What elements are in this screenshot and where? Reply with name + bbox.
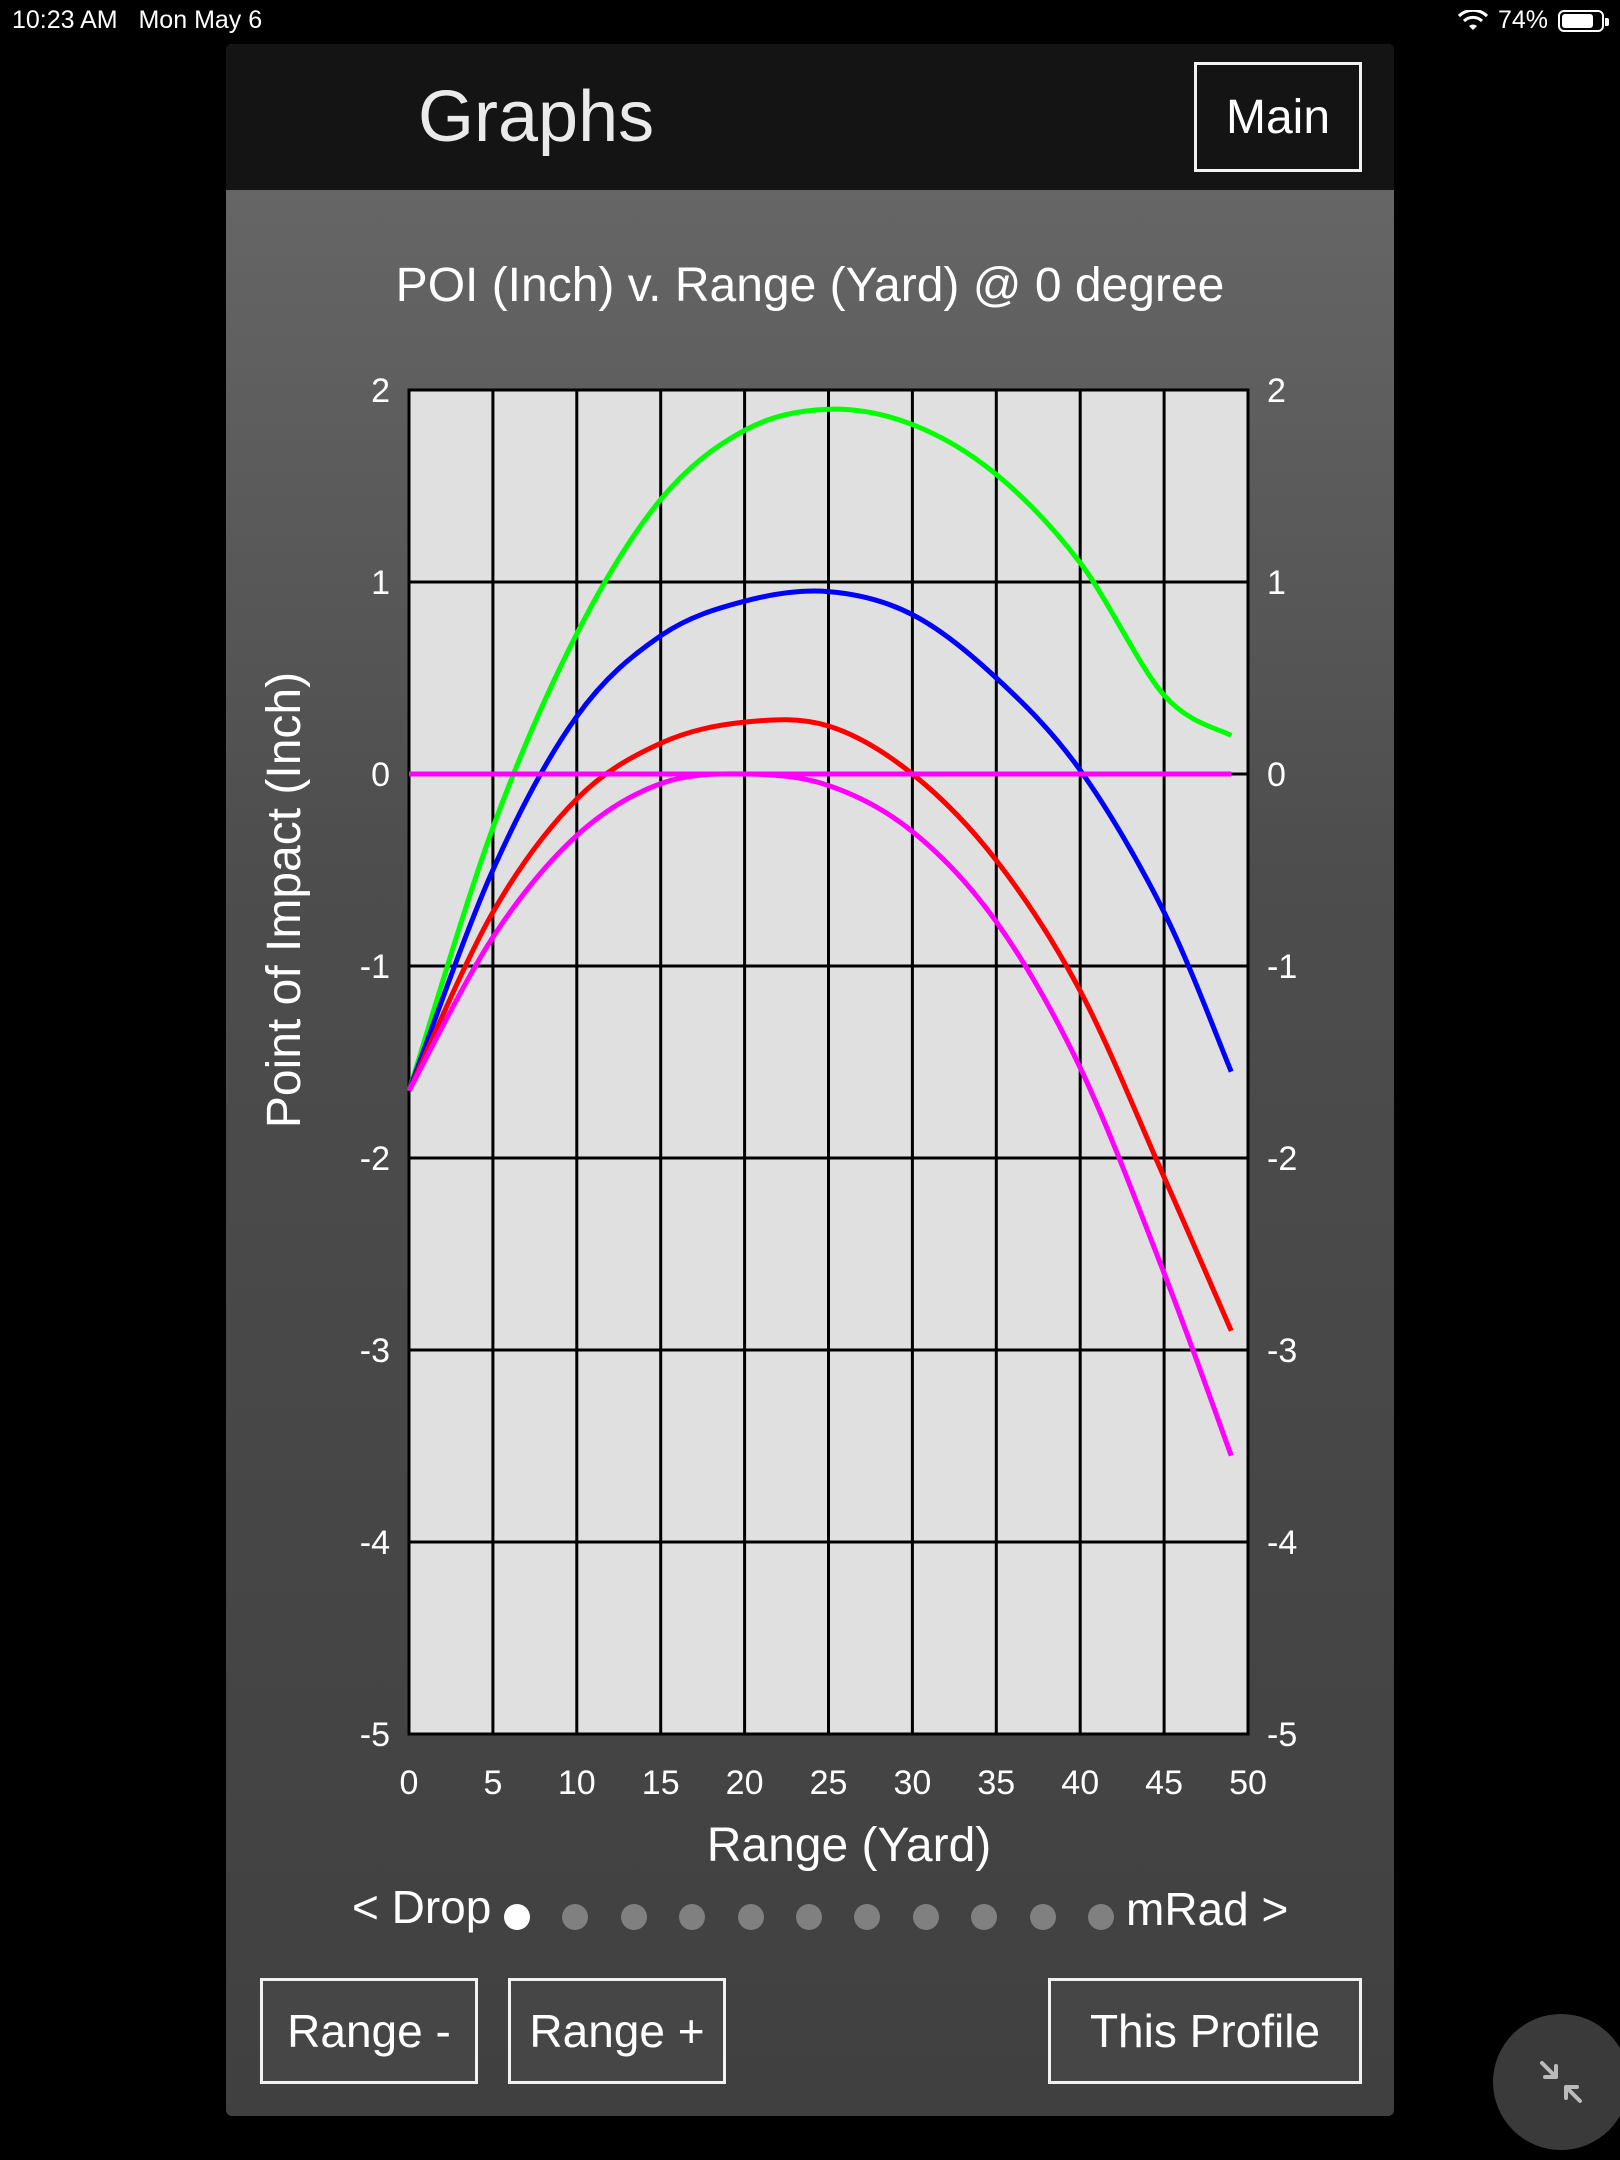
series-line <box>406 406 1233 1092</box>
range-plus-button[interactable]: Range + <box>508 1978 726 2084</box>
page-indicator: < Drop mRad > <box>226 1880 1394 1940</box>
y-axis-label: Point of Impact (Inch) <box>258 672 311 1128</box>
x-tick-label: 50 <box>1229 1764 1267 1802</box>
y-tick-label-right: -5 <box>1267 1716 1297 1754</box>
y-tick-label-left: 0 <box>371 756 390 794</box>
y-tick-label-left: 2 <box>371 372 390 410</box>
y-tick-label-left: 1 <box>371 564 390 602</box>
collapse-button[interactable] <box>1493 2014 1620 2150</box>
x-tick-label: 0 <box>400 1764 419 1802</box>
y-tick-label-right: -2 <box>1267 1140 1297 1178</box>
header-bar: Graphs Main <box>226 44 1394 190</box>
x-tick-label: 5 <box>483 1764 502 1802</box>
y-tick-label-left: -2 <box>360 1140 390 1178</box>
wifi-icon <box>1457 9 1488 30</box>
battery-icon <box>1558 9 1609 32</box>
y-tick-label-right: -3 <box>1267 1332 1297 1370</box>
status-date: Mon May 6 <box>138 6 263 34</box>
x-tick-label: 25 <box>810 1764 848 1802</box>
page-dot[interactable] <box>620 1904 647 1930</box>
y-tick-label-left: -1 <box>360 948 390 986</box>
x-tick-label: 45 <box>1145 1764 1183 1802</box>
page-dot[interactable] <box>562 1904 589 1930</box>
graphs-panel: Graphs Main POI (Inch) v. Range (Yard) @… <box>226 44 1394 2116</box>
page-dot[interactable] <box>679 1904 706 1930</box>
page-title: Graphs <box>418 77 655 157</box>
series-line <box>406 771 1234 1457</box>
main-button[interactable]: Main <box>1194 62 1362 172</box>
y-tick-label-left: -3 <box>360 1332 390 1370</box>
x-tick-label: 30 <box>893 1764 931 1802</box>
poi-range-chart: 0 5 10 15 20 25 30 35 40 45 50210-1-2-3-4-5210-1-2… <box>258 372 1297 1872</box>
y-tick-label-right: 1 <box>1267 564 1286 602</box>
x-tick-label: 15 <box>642 1764 680 1802</box>
x-tick-label: 35 <box>977 1764 1015 1802</box>
page-dot[interactable] <box>796 1904 822 1930</box>
page-dot[interactable] <box>912 1904 939 1930</box>
y-tick-label-left: -4 <box>360 1524 390 1562</box>
y-tick-label-right: 0 <box>1267 756 1286 794</box>
collapse-arrows-icon <box>1540 2061 1582 2103</box>
x-tick-label: 40 <box>1061 1764 1099 1802</box>
chart-title: POI (Inch) v. Range (Yard) @ 0 degree <box>395 259 1225 312</box>
prev-page-label[interactable]: < Drop <box>352 1881 492 1933</box>
y-tick-label-right: 2 <box>1267 372 1286 410</box>
page-dot[interactable] <box>971 1904 998 1930</box>
status-right: 74% <box>1457 6 1609 35</box>
page-dot[interactable] <box>1029 1904 1056 1930</box>
x-tick-label: 20 <box>726 1764 764 1802</box>
y-tick-label-right: -1 <box>1267 948 1297 986</box>
page-dot[interactable] <box>737 1904 764 1930</box>
this-profile-button[interactable]: This Profile <box>1048 1978 1362 2084</box>
plot-border <box>407 388 1250 1736</box>
x-axis-label: Range (Yard) <box>707 1819 992 1872</box>
status-time: 10:23 AM <box>12 6 118 34</box>
status-time-date: 10:23 AM Mon May 6 <box>12 6 262 35</box>
y-tick-label-right: -4 <box>1267 1524 1297 1562</box>
status-bar: 10:23 AM Mon May 6 74% <box>0 0 1620 40</box>
battery-level <box>1562 13 1594 28</box>
x-tick-label: 10 <box>558 1764 596 1802</box>
series-line <box>406 588 1234 1092</box>
page-dot[interactable] <box>1088 1904 1114 1930</box>
battery-percent: 74% <box>1497 6 1548 34</box>
y-tick-label-left: -5 <box>360 1716 390 1754</box>
range-minus-button[interactable]: Range - <box>260 1978 478 2084</box>
series-line <box>406 717 1234 1332</box>
next-page-label[interactable]: mRad > <box>1126 1883 1289 1935</box>
page-dot[interactable] <box>504 1904 530 1930</box>
page-dot[interactable] <box>854 1904 881 1930</box>
